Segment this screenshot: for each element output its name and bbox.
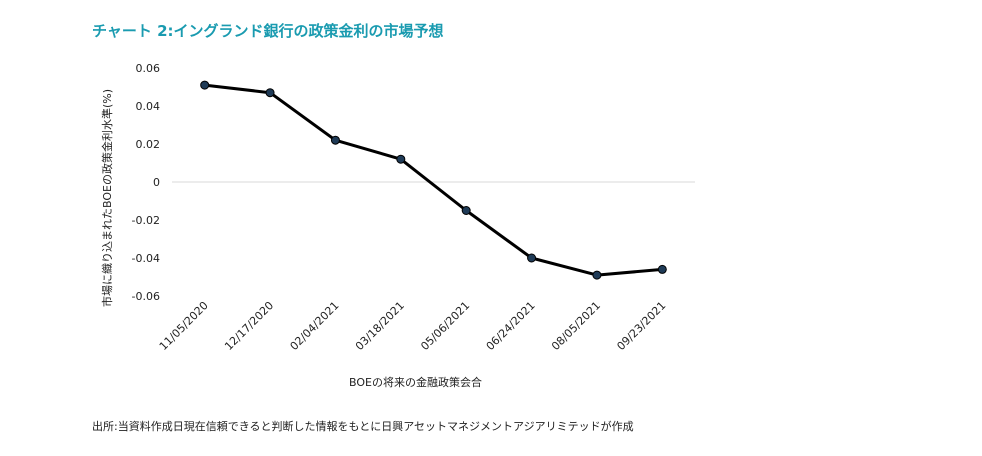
y-tick-label: -0.06 [132,290,160,303]
data-point [265,88,275,98]
x-tick-label: 06/24/2021 [484,299,538,353]
data-point [461,206,471,215]
y-tick-label: 0.06 [136,62,161,75]
x-tick-label: 03/18/2021 [353,299,407,353]
chart-title: チャート 2:イングランド銀行の政策金利の市場予想 [92,22,444,40]
y-tick-label: 0 [153,176,160,189]
y-tick-label: -0.02 [132,214,160,227]
x-tick-label: 11/05/2020 [157,299,211,353]
x-tick-label: 05/06/2021 [418,299,472,353]
data-point [527,253,537,263]
data-point [396,154,406,164]
data-point [200,80,210,90]
x-tick-label: 02/04/2021 [288,299,342,353]
x-axis-ticks: 11/05/2020 12/17/2020 02/04/2021 03/18/2021… [157,299,669,353]
data-point [657,264,667,274]
data-point [592,270,602,280]
data-points [200,80,667,280]
y-axis-ticks: 0.06 0.04 0.02 0 -0.02 -0.04 -0.06 [132,62,160,303]
y-tick-label: 0.04 [136,100,161,113]
x-tick-label: 08/05/2021 [549,299,603,353]
x-tick-label: 09/23/2021 [614,299,668,353]
y-tick-label: 0.02 [136,138,161,151]
x-tick-label: 12/17/2020 [222,299,276,353]
data-point [330,135,340,145]
series-line [204,83,663,277]
y-axis-label: 市場に織り込まれたBOEの政策金利水準(%) [100,89,114,307]
x-axis-label: BOEの将来の金融政策会合 [349,375,482,389]
y-tick-label: -0.04 [132,252,160,265]
source-note: 出所:当資料作成日現在信頼できると判断した情報をもとに日興アセットマネジメントア… [92,420,634,433]
